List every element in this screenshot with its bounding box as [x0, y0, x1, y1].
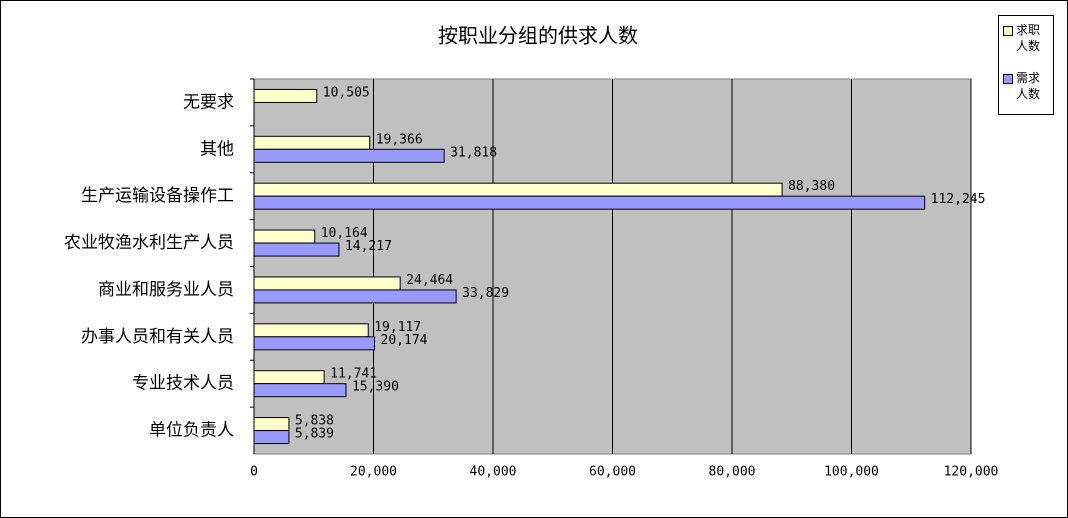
y-tick-label: 农业牧渔水利生产人员 — [64, 233, 234, 253]
bar — [253, 430, 290, 445]
value-label: 19,117 — [374, 320, 421, 335]
x-tick-label: 120,000 — [944, 465, 999, 480]
bar — [253, 276, 401, 291]
bar — [253, 135, 371, 150]
legend-item: 需求人数 — [1003, 70, 1044, 102]
value-label: 15,390 — [352, 380, 399, 395]
value-label: 10,164 — [321, 226, 368, 241]
value-label: 5,839 — [295, 427, 334, 442]
y-tick-label: 其他 — [200, 139, 234, 159]
legend-label: 求职人数 — [1016, 23, 1041, 53]
legend-swatch — [1003, 26, 1013, 36]
y-tick-label: 生产运输设备操作工 — [81, 186, 234, 206]
value-label: 33,829 — [462, 286, 509, 301]
value-label: 14,217 — [345, 239, 392, 254]
x-tick-label: 40,000 — [470, 465, 517, 480]
bar — [253, 88, 318, 103]
value-label: 88,380 — [788, 179, 835, 194]
x-tick-label: 80,000 — [709, 465, 756, 480]
bar — [253, 336, 376, 351]
value-label: 19,366 — [376, 132, 423, 147]
y-tick-label: 专业技术人员 — [132, 374, 234, 394]
legend: 求职人数 需求人数 — [998, 15, 1054, 115]
legend-item: 求职人数 — [1003, 22, 1044, 54]
y-tick-label: 商业和服务业人员 — [98, 280, 234, 300]
bar — [253, 370, 325, 385]
y-tick-label: 单位负责人 — [149, 421, 234, 441]
chart-title: 按职业分组的供求人数 — [438, 24, 638, 48]
value-label: 5,838 — [295, 414, 334, 429]
bar — [253, 417, 290, 432]
value-label: 20,174 — [381, 333, 428, 348]
bar — [253, 289, 457, 304]
x-tick-label: 20,000 — [350, 465, 397, 480]
value-label: 24,464 — [406, 273, 453, 288]
value-label: 112,245 — [931, 192, 986, 207]
x-tick-label: 60,000 — [589, 465, 636, 480]
legend-swatch — [1003, 74, 1013, 84]
bar — [253, 229, 316, 244]
value-label: 10,505 — [323, 85, 370, 100]
bar — [253, 182, 783, 197]
x-tick-label: 100,000 — [824, 465, 879, 480]
y-tick-label: 办事人员和有关人员 — [81, 327, 234, 347]
bar — [253, 323, 369, 338]
x-tick-label: 0 — [250, 465, 258, 480]
value-label: 31,818 — [450, 145, 497, 160]
bar — [253, 242, 340, 257]
bar — [253, 383, 347, 398]
bar — [253, 195, 926, 210]
value-label: 11,741 — [330, 367, 377, 382]
bar — [253, 148, 445, 163]
y-tick-label: 无要求 — [183, 92, 234, 112]
legend-label: 需求人数 — [1016, 71, 1041, 101]
